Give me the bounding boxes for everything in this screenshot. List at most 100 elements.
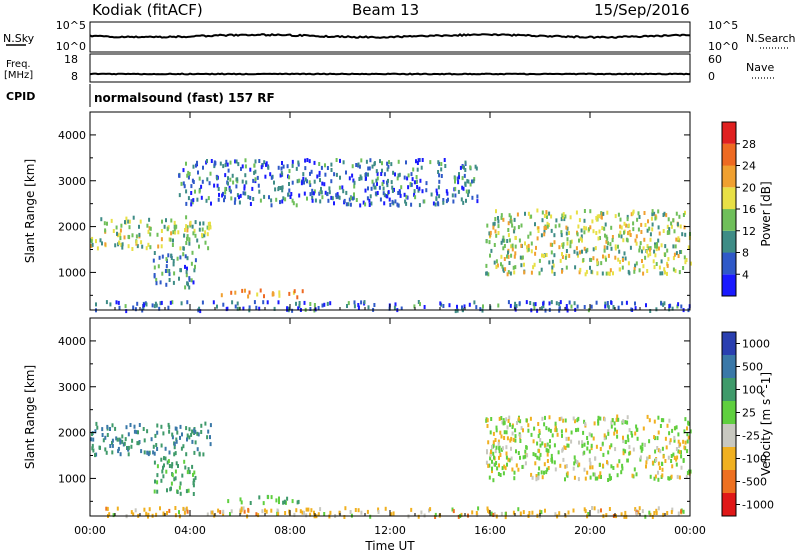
- echo-cell: [270, 175, 273, 180]
- echo-cell: [497, 231, 500, 235]
- echo-cell: [163, 224, 166, 229]
- echo-cell: [257, 513, 260, 518]
- echo-cell: [553, 240, 556, 245]
- echo-cell: [190, 184, 193, 189]
- echo-cell: [404, 199, 407, 204]
- echo-cell: [287, 174, 289, 179]
- echo-cell: [672, 244, 675, 249]
- echo-cell: [216, 176, 218, 181]
- echo-cell: [320, 190, 323, 195]
- echo-cell: [518, 238, 521, 243]
- echo-cell: [220, 293, 223, 298]
- echo-cell: [656, 242, 658, 247]
- echo-cell: [287, 192, 290, 197]
- echo-cell: [308, 180, 311, 185]
- echo-cell: [608, 445, 611, 450]
- echo-cell: [106, 221, 108, 226]
- echo-cell: [648, 247, 651, 252]
- echo-cell: [576, 251, 579, 256]
- echo-cell: [179, 491, 182, 496]
- echo-cell: [674, 426, 677, 431]
- echo-cell: [668, 418, 671, 423]
- echo-cell: [286, 164, 289, 169]
- echo-cell: [192, 164, 195, 169]
- echo-cell: [540, 306, 543, 311]
- echo-cell: [342, 160, 345, 165]
- echo-cell: [435, 188, 438, 193]
- echo-cell: [452, 199, 455, 204]
- echo-cell: [244, 158, 247, 163]
- echo-cell: [321, 181, 324, 186]
- echo-cell: [222, 164, 225, 169]
- echo-cell: [396, 202, 399, 207]
- echo-cell: [371, 164, 374, 169]
- echo-cell: [241, 179, 244, 184]
- echo-cell: [590, 258, 593, 262]
- echo-cell: [583, 419, 586, 424]
- echo-cell: [496, 466, 499, 471]
- echo-cell: [564, 255, 567, 260]
- echo-cell: [685, 258, 688, 262]
- echo-cell: [155, 281, 158, 286]
- echo-cell: [406, 176, 409, 181]
- echo-cell: [184, 264, 186, 269]
- echo-cell: [162, 465, 164, 470]
- echo-cell: [156, 480, 159, 485]
- echo-cell: [677, 511, 680, 516]
- echo-cell: [343, 198, 346, 203]
- echo-cell: [514, 438, 517, 443]
- echo-cell: [157, 244, 160, 249]
- echo-cell: [589, 265, 591, 270]
- echo-cell: [224, 173, 227, 178]
- echo-cell: [649, 232, 652, 237]
- echo-cell: [464, 168, 467, 172]
- echo-cell: [114, 243, 117, 248]
- echo-cell: [465, 189, 468, 194]
- echo-cell: [634, 306, 637, 311]
- echo-cell: [228, 185, 231, 190]
- echo-cell: [489, 453, 492, 458]
- echo-cell: [560, 429, 563, 434]
- echo-cell: [295, 301, 297, 306]
- echo-cell: [509, 438, 512, 443]
- echo-cell: [116, 437, 119, 442]
- echo-cell: [204, 240, 207, 245]
- echo-cell: [100, 217, 103, 222]
- echo-cell: [578, 238, 580, 243]
- echo-cell: [510, 220, 513, 224]
- echo-cell: [201, 227, 204, 232]
- echo-cell: [230, 509, 233, 514]
- echo-cell: [578, 218, 581, 223]
- echo-cell: [191, 429, 194, 434]
- echo-cell: [490, 417, 493, 421]
- colorbar-segment: [722, 274, 736, 297]
- echo-cell: [490, 450, 492, 454]
- echo-cell: [597, 509, 600, 514]
- echo-cell: [463, 165, 465, 170]
- echo-cell: [646, 228, 649, 233]
- echo-cell: [670, 224, 673, 229]
- echo-cell: [224, 186, 227, 191]
- echo-cell: [390, 180, 393, 185]
- echo-cell: [558, 511, 561, 516]
- echo-cell: [648, 418, 651, 423]
- colorbar-segment: [722, 252, 736, 275]
- echo-cell: [291, 308, 294, 313]
- echo-cell: [303, 191, 306, 196]
- echo-cell: [229, 512, 231, 516]
- echo-cell: [382, 186, 385, 191]
- echo-cell: [391, 199, 394, 204]
- echo-cell: [506, 425, 509, 430]
- echo-cell: [644, 514, 647, 519]
- echo-cell: [227, 176, 229, 181]
- echo-cell: [675, 447, 678, 451]
- echo-cell: [232, 180, 235, 185]
- echo-cell: [206, 159, 208, 163]
- freq-tick-bottom: 8: [71, 70, 78, 83]
- echo-cell: [551, 265, 554, 270]
- echo-cell: [673, 455, 676, 460]
- echo-cell: [689, 429, 692, 434]
- echo-cell: [457, 189, 460, 194]
- echo-cell: [363, 300, 366, 305]
